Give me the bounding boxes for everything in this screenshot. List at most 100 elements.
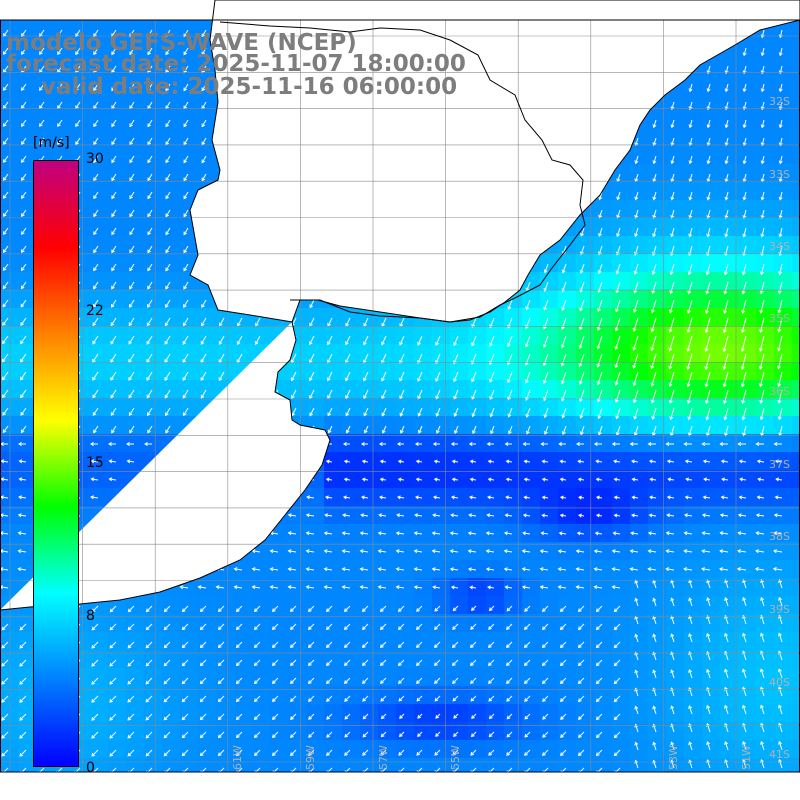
wind-cell [738, 596, 757, 615]
wind-arrow [449, 531, 459, 536]
lon-label: 55W [449, 745, 462, 770]
wind-arrow [742, 101, 747, 111]
wind-cell [0, 470, 19, 489]
wind-arrow [415, 641, 423, 649]
wind-arrow [773, 441, 782, 447]
wind-arrow [593, 549, 603, 554]
wind-cell [18, 182, 37, 201]
wind-arrow [559, 605, 567, 613]
wind-arrow [670, 741, 675, 751]
wind-cell [630, 164, 649, 183]
wind-arrow [506, 749, 513, 756]
wind-arrow [631, 477, 639, 482]
wind-cell [432, 362, 451, 381]
wind-arrow [756, 459, 765, 464]
wind-arrow [362, 677, 369, 684]
wind-cell [630, 434, 649, 453]
wind-cell [774, 470, 793, 489]
wind-cell [666, 398, 685, 417]
wind-cell [738, 200, 757, 219]
wind-arrow [200, 389, 207, 399]
wind-arrow [236, 335, 243, 345]
wind-cell [306, 362, 325, 381]
wind-arrow [129, 299, 135, 308]
wind-arrow [489, 425, 495, 435]
wind-arrow [669, 407, 675, 421]
wind-arrow [308, 731, 315, 738]
wind-arrow [435, 425, 441, 434]
wind-arrow [611, 567, 621, 572]
wind-arrow [21, 137, 27, 145]
wind-arrow [652, 209, 657, 219]
wind-arrow [1, 695, 9, 703]
wind-arrow [360, 513, 369, 518]
wind-arrow [435, 371, 441, 383]
wind-cell [432, 740, 451, 759]
wind-arrow [521, 567, 531, 572]
wind-arrow [595, 513, 603, 518]
wind-cell [18, 344, 37, 363]
wind-cell [594, 542, 613, 561]
wind-cell [18, 398, 37, 417]
wind-cell [288, 380, 307, 399]
colorbar-tick: 15 [86, 455, 104, 471]
wind-arrow [397, 495, 405, 500]
wind-cell [738, 254, 757, 273]
wind-arrow [343, 605, 351, 613]
wind-cell [702, 434, 721, 453]
wind-arrow [21, 227, 27, 235]
wind-cell [180, 164, 199, 183]
wind-arrow [469, 641, 477, 649]
wind-cell [468, 722, 487, 741]
wind-arrow [395, 567, 405, 572]
wind-cell [576, 560, 595, 579]
wind-cell [648, 686, 667, 705]
wind-arrow [451, 459, 459, 464]
wind-cell [540, 434, 559, 453]
wind-arrow [325, 495, 333, 500]
wind-cell [162, 92, 181, 111]
wind-arrow [687, 407, 693, 421]
wind-cell [396, 434, 415, 453]
wind-cell [450, 596, 469, 615]
wind-arrow [363, 335, 369, 346]
wind-arrow [755, 531, 765, 536]
wind-arrow [559, 695, 567, 703]
wind-cell [378, 326, 397, 345]
wind-arrow [377, 531, 387, 536]
wind-arrow [453, 425, 459, 435]
wind-arrow [631, 459, 639, 464]
wind-arrow [199, 659, 207, 667]
wind-arrow [128, 407, 135, 417]
wind-arrow [666, 495, 675, 500]
wind-arrow [688, 668, 693, 679]
wind-cell [522, 524, 541, 543]
coastline-path [0, 0, 800, 611]
wind-cell [360, 326, 379, 345]
wind-cell [792, 74, 800, 93]
wind-arrow [271, 659, 279, 667]
wind-arrow [758, 371, 765, 388]
wind-arrow [687, 263, 693, 276]
wind-cell [126, 272, 145, 291]
wind-arrow [57, 83, 63, 92]
wind-cell [522, 362, 541, 381]
wind-arrow [668, 335, 675, 352]
wind-cell [0, 200, 19, 219]
wind-arrow [486, 441, 494, 447]
wind-arrow [742, 596, 747, 607]
wind-arrow [397, 623, 405, 631]
wind-cell [576, 434, 595, 453]
wind-arrow [650, 317, 657, 333]
wind-arrow [615, 425, 621, 436]
wind-cell [702, 218, 721, 237]
wind-cell [648, 650, 667, 669]
wind-arrow [432, 513, 441, 518]
wind-cell [576, 290, 595, 309]
wind-cell [612, 290, 631, 309]
wind-cell [738, 470, 757, 489]
wind-arrow [147, 281, 153, 290]
wind-arrow [652, 597, 657, 607]
wind-cell [18, 254, 37, 273]
wind-cell [342, 344, 361, 363]
